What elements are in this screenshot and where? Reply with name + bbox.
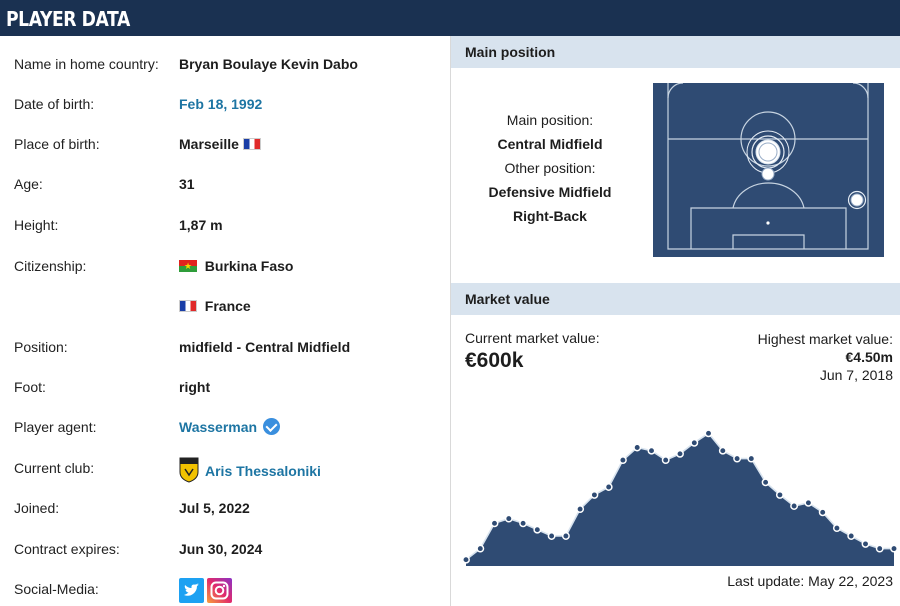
market-value-point [890,544,898,553]
market-value-point [490,519,499,528]
fact-value: Jul 5, 2022 [179,500,250,516]
citizenship-text: Burkina Faso [204,258,294,274]
fact-label: Social-Media: [14,581,99,597]
current-market-value-label: Current market value: [465,330,600,346]
agent-text: Wasserman [179,419,258,435]
main-position-heading: Main position [451,36,900,68]
market-value-point [547,532,556,540]
market-value-point [533,525,542,534]
club-link[interactable]: Aris Thessaloniki [179,457,321,483]
last-update: Last update: May 22, 2023 [727,573,893,589]
market-value-point [604,483,613,491]
market-value-point [718,446,727,455]
fact-value: 1,87 m [179,217,223,233]
fact-value: midfield - Central Midfield [179,339,351,355]
header-title: PLAYER DATA [6,7,130,31]
twitter-icon[interactable] [179,578,204,603]
fact-label: Name in home country: [14,56,159,72]
main-position-label: Main position: [506,112,594,128]
market-value-heading: Market value [451,283,900,315]
france-flag-icon [242,138,261,150]
highest-market-value-date: Jun 7, 2018 [819,367,893,383]
market-value-point [504,514,513,523]
market-value-point [519,519,528,528]
market-value-point [633,443,642,452]
highest-market-value: Highest market value: €4.50m Jun 7, 2018 [758,330,893,384]
market-value-area [466,433,894,566]
fact-label: Player agent: [14,419,97,435]
fact-label: Age: [14,176,43,192]
market-value-point [875,544,884,553]
highest-market-value-label: Highest market value: [757,331,893,347]
current-market-value: €600k [465,349,524,372]
fact-label: Current club: [14,460,95,476]
market-value-point [790,502,799,510]
market-value-point [775,490,784,499]
position-summary: Main position: Central Midfield Other po… [470,108,630,228]
fact-label: Position: [14,339,68,355]
france-flag-icon [179,300,197,312]
market-value-point [747,454,756,463]
market-value-point [561,532,570,540]
fact-label: Place of birth: [14,136,100,152]
market-value-point [847,532,856,540]
market-value-point [476,544,485,553]
fact-label: Date of birth: [14,96,95,112]
fact-value: France [179,295,251,317]
fact-value: Burkina Faso [179,255,293,277]
market-value-point [761,478,770,487]
highest-market-value-amount: €4.50m [845,349,893,365]
market-value-point [818,508,827,517]
position-pitch [653,83,884,257]
market-value-point [804,498,813,507]
citizenship-text: France [204,298,251,314]
market-value-chart[interactable] [462,400,900,572]
market-value-point [590,490,599,499]
other-position-label: Other position: [504,160,596,176]
club-crest-icon [179,457,199,483]
market-value-point [676,449,684,458]
fact-label: Joined: [14,500,60,516]
market-value-point [647,446,656,455]
column-divider [450,36,451,606]
instagram-icon[interactable] [207,578,232,603]
market-value-point [462,555,470,564]
burkina-faso-flag-icon [179,257,197,275]
fact-label: Foot: [14,379,46,395]
market-value-point [661,456,670,465]
agent-link[interactable]: Wasserman [179,416,281,438]
fact-label: Contract expires: [14,541,120,557]
page-header: PLAYER DATA [0,0,900,36]
other-position-value: Right-Back [513,208,587,224]
fact-value: Marseille [179,133,261,155]
market-value-point [690,438,699,447]
social-links [179,578,235,603]
other-position-value: Defensive Midfield [488,184,612,200]
market-value-point [733,454,742,463]
fact-label: Height: [14,217,59,233]
fact-value: Jun 30, 2024 [179,541,263,557]
main-position-value: Central Midfield [497,136,603,152]
fact-label: Citizenship: [14,258,87,274]
fact-value: 31 [179,176,195,192]
market-value-point [618,456,627,465]
birthplace-text: Marseille [179,136,239,152]
market-value-point [861,539,870,548]
fact-value: Bryan Boulaye Kevin Dabo [179,56,358,72]
market-value-point [832,524,841,533]
dob-link[interactable]: Feb 18, 1992 [179,96,263,112]
market-value-point [704,429,713,438]
market-value-point [576,505,585,514]
fact-value: right [179,379,211,395]
main-position-marker [746,130,790,174]
check-badge-icon [263,418,281,435]
club-text: Aris Thessaloniki [205,463,321,479]
